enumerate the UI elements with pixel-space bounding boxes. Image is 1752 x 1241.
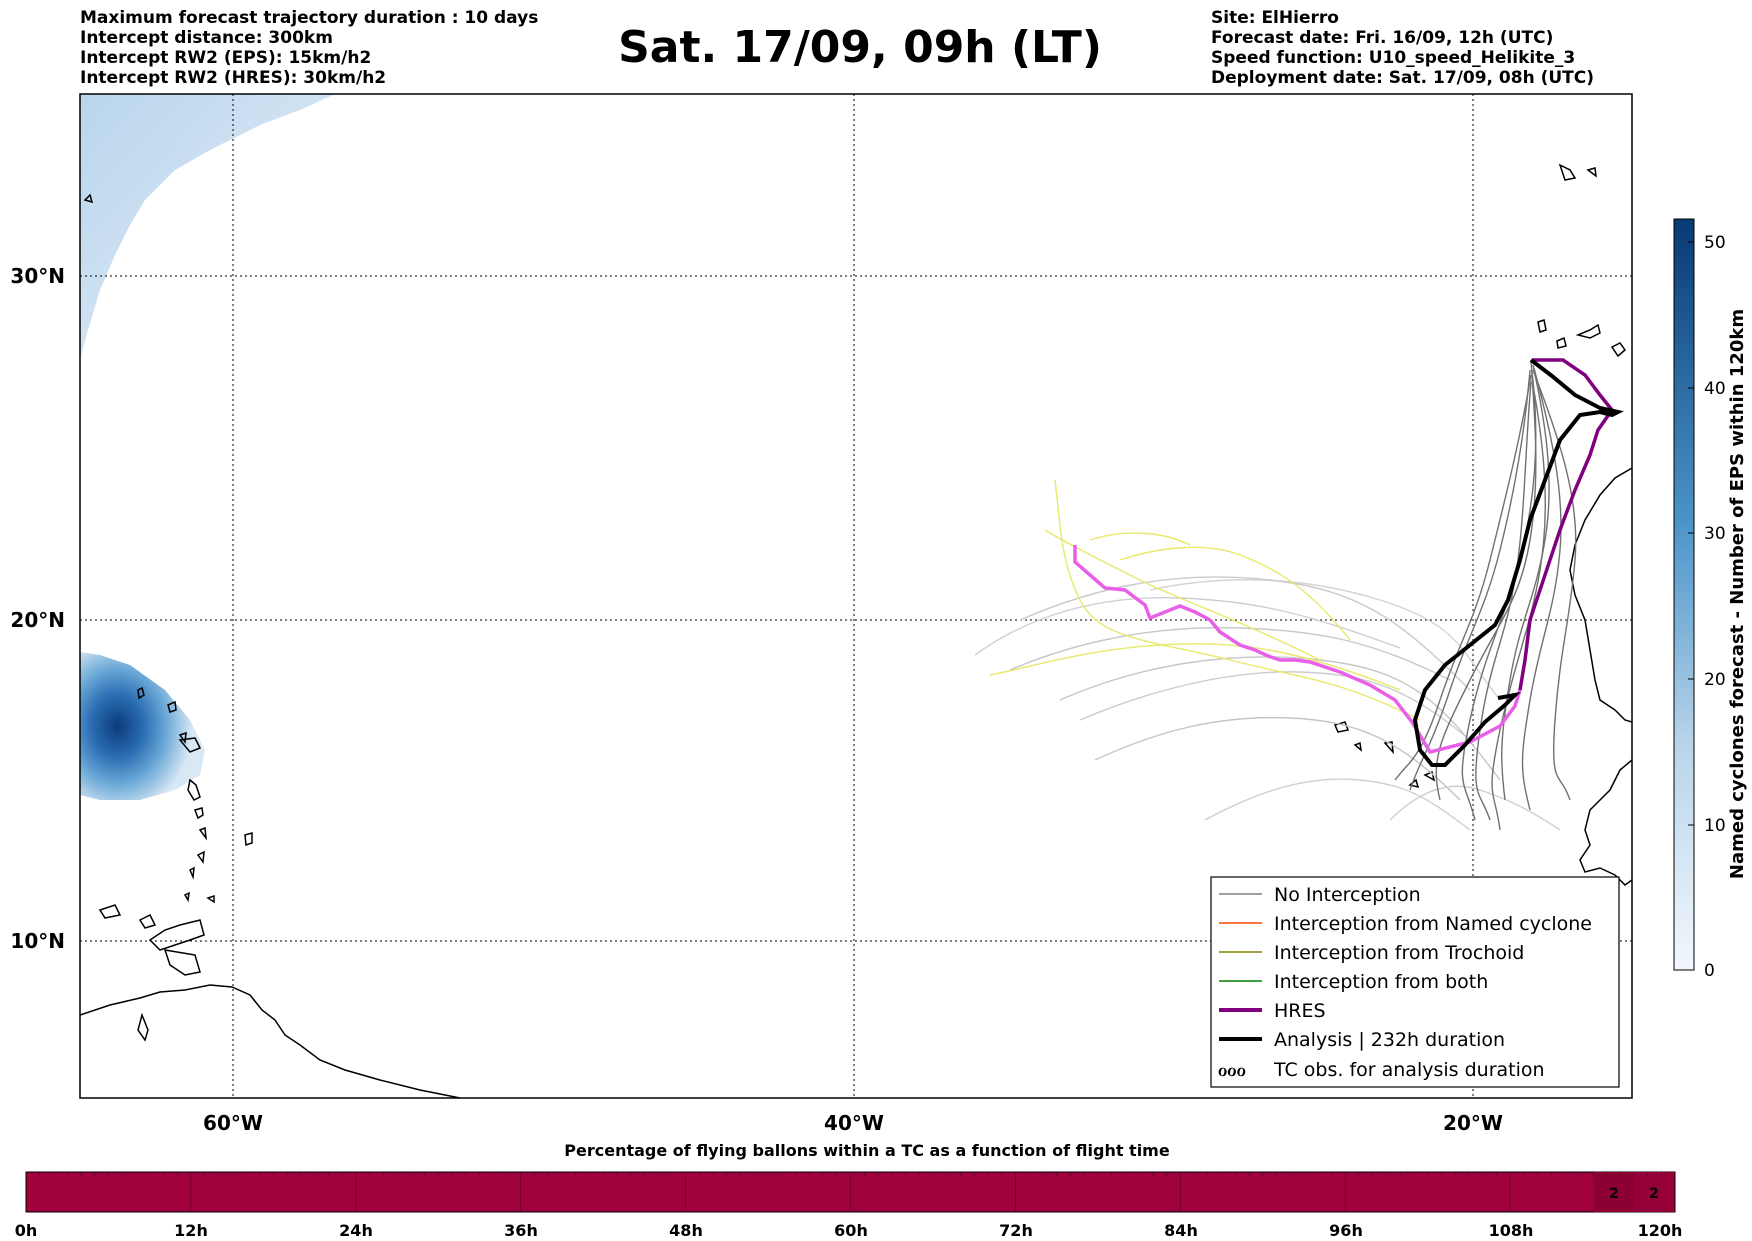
eps-trajectories-light xyxy=(974,576,1561,831)
timebar-tick-label: 120h xyxy=(1638,1221,1683,1240)
header-right-line: Site: ElHierro xyxy=(1211,8,1339,28)
timebar-cell xyxy=(1634,1172,1674,1212)
colorbar-label: Named cyclones forecast - Number of EPS … xyxy=(1727,309,1748,879)
coastlines xyxy=(80,163,1632,1098)
header-right-info: Site: ElHierro Forecast date: Fri. 16/09… xyxy=(1211,8,1594,88)
legend-label: HRES xyxy=(1274,1000,1326,1022)
header-left-info: Maximum forecast trajectory duration : 1… xyxy=(80,8,538,88)
timebar-tick-label: 36h xyxy=(504,1221,538,1240)
colorbar-tick-label: 40 xyxy=(1704,379,1726,399)
header-left-line: Intercept distance: 300km xyxy=(80,28,333,48)
lon-tick-label: 60°W xyxy=(203,1111,263,1135)
timebar-cell-value: 2 xyxy=(1609,1186,1619,1202)
timebar-tick-label: 108h xyxy=(1489,1221,1534,1240)
timebar-tick-label: 0h xyxy=(15,1221,38,1240)
header-right-line: Deployment date: Sat. 17/09, 08h (UTC) xyxy=(1211,68,1595,88)
cyclone-density-area xyxy=(80,94,335,360)
timebar-tick-label: 24h xyxy=(339,1221,373,1240)
lon-tick-label: 20°W xyxy=(1443,1111,1503,1135)
lat-tick-label: 20°N xyxy=(10,608,65,632)
analysis-trajectory xyxy=(1412,358,1624,767)
timebar-tick-label: 60h xyxy=(834,1221,868,1240)
colorbar-tick-label: 10 xyxy=(1704,816,1726,836)
header-left-line: Intercept RW2 (HRES): 30km/h2 xyxy=(80,68,387,88)
timebar-tick-label: 72h xyxy=(999,1221,1033,1240)
legend-label: Interception from Named cyclone xyxy=(1274,913,1592,935)
timebar-title: Percentage of flying ballons within a TC… xyxy=(564,1141,1170,1160)
timebar-tick-label: 48h xyxy=(669,1221,703,1240)
colorbar: 0 10 20 30 40 50 Named cyclones forecast… xyxy=(1673,218,1748,981)
colorbar-tick-label: 20 xyxy=(1704,670,1726,690)
header-left-line: Maximum forecast trajectory duration : 1… xyxy=(80,8,539,28)
colorbar-gradient xyxy=(1673,218,1695,971)
map-tick-labels: 60°W 40°W 20°W 30°N 20°N 10°N xyxy=(10,264,1503,1135)
map-frame xyxy=(79,93,1633,1099)
lat-tick-label: 30°N xyxy=(10,264,65,288)
legend-label: Analysis | 232h duration xyxy=(1274,1029,1505,1051)
legend-label: No Interception xyxy=(1274,884,1421,906)
timebar-tick-label: 12h xyxy=(174,1221,208,1240)
legend-label: Interception from both xyxy=(1274,971,1488,993)
legend-label: Interception from Trochoid xyxy=(1274,942,1524,964)
time-bar: Percentage of flying ballons within a TC… xyxy=(15,1141,1683,1240)
colorbar-tick-label: 30 xyxy=(1704,524,1726,544)
colorbar-tick-label: 0 xyxy=(1704,961,1715,981)
header-left-line: Intercept RW2 (EPS): 15km/h2 xyxy=(80,48,372,68)
eps-trajectories-dark xyxy=(1394,359,1577,831)
timebar-cell-value: 2 xyxy=(1649,1186,1659,1202)
timebar-cell xyxy=(1594,1172,1634,1212)
colorbar-tick-label: 50 xyxy=(1704,233,1726,253)
header-right-line: Speed function: U10_speed_Helikite_3 xyxy=(1211,48,1576,68)
eps-trajectories-yellow xyxy=(989,479,1421,721)
legend-box xyxy=(1210,876,1620,1088)
legend-label: TC obs. for analysis duration xyxy=(1273,1059,1545,1081)
header-right-line: Forecast date: Fri. 16/09, 12h (UTC) xyxy=(1211,28,1554,48)
page-title: Sat. 17/09, 09h (LT) xyxy=(618,22,1102,73)
lon-tick-label: 40°W xyxy=(824,1111,884,1135)
lat-tick-label: 10°N xyxy=(10,929,65,953)
timebar-tick-label: 96h xyxy=(1329,1221,1363,1240)
tc-obs-symbol: ℴℴℴ xyxy=(1218,1057,1246,1081)
legend: No Interception Interception from Named … xyxy=(1210,876,1620,1088)
timebar-tick-label: 84h xyxy=(1164,1221,1198,1240)
hres-trajectory xyxy=(1073,358,1615,755)
cyclone-density-area xyxy=(80,652,205,800)
